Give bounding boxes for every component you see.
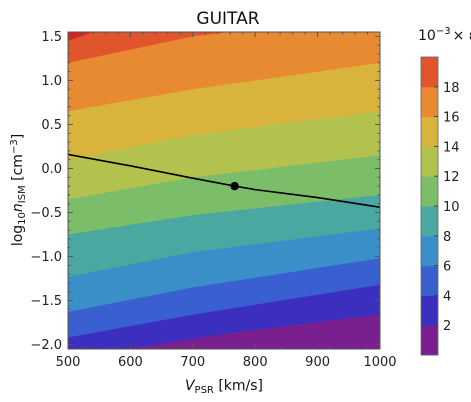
- colorbar-band-12: [421, 146, 438, 177]
- x-tick-label: 700: [180, 355, 205, 370]
- y-tick-label: −1.5: [30, 294, 62, 309]
- y-tick-label: 1.0: [41, 74, 62, 89]
- colorbar-band-14: [421, 116, 438, 147]
- marker-point: [230, 181, 239, 191]
- colorbar-tick-label: 10: [443, 200, 460, 215]
- chart-title: GUITAR: [196, 9, 259, 29]
- y-axis-ticks: −2.0 −1.5 −1.0 −0.5 0.0 0.5 1.0 1.5: [30, 30, 380, 353]
- colorbar-band-10: [421, 176, 438, 207]
- colorbar-tick-label: 18: [443, 81, 460, 96]
- colorbar-band-6: [421, 235, 438, 267]
- colorbar-band-16: [421, 86, 438, 118]
- contour-band-level-16: [68, 32, 380, 112]
- colorbar: 2 4 6 8 10 12 14 16 18: [420, 56, 460, 356]
- x-tick-label: 1000: [363, 355, 396, 370]
- colorbar-tick-label: 8: [443, 230, 451, 245]
- colorbar-band-2: [421, 295, 438, 326]
- colorbar-tick-label: 2: [443, 319, 451, 334]
- colorbar-tick-label: 14: [443, 140, 460, 155]
- colorbar-tick-label: 6: [443, 260, 451, 275]
- colorbar-label: 10−3× ε: [418, 26, 471, 44]
- x-tick-label: 800: [243, 355, 268, 370]
- y-tick-label: −0.5: [30, 206, 62, 221]
- x-tick-label: 600: [118, 355, 143, 370]
- colorbar-band-8: [421, 206, 438, 237]
- x-tick-label: 500: [56, 355, 81, 370]
- curve-layer: [68, 153, 380, 209]
- x-axis-label: VPSR [km/s]: [185, 378, 263, 396]
- colorbar-tick-label: 16: [443, 111, 460, 126]
- plot-frame: [67, 31, 381, 350]
- colorbar-tick-label: 12: [443, 170, 460, 185]
- colorbar-tick-label: 4: [443, 289, 451, 304]
- y-tick-label: −2.0: [30, 338, 62, 353]
- colorbar-band-0: [421, 325, 438, 356]
- contour-band-level-18: [68, 32, 380, 63]
- x-tick-label: 900: [305, 355, 330, 370]
- colorbar-band-18: [421, 57, 438, 88]
- y-tick-label: 1.5: [41, 30, 62, 45]
- y-tick-label: −1.0: [30, 250, 62, 265]
- y-tick-label: 0.0: [41, 162, 62, 177]
- contour-bands: [68, 32, 380, 349]
- x-axis-ticks: 500 600 700 800 900 1000: [56, 32, 397, 370]
- y-axis-label: log10nISM [cm−3]: [9, 134, 28, 246]
- colorbar-band-4: [421, 265, 438, 296]
- y-tick-label: 0.5: [41, 118, 62, 133]
